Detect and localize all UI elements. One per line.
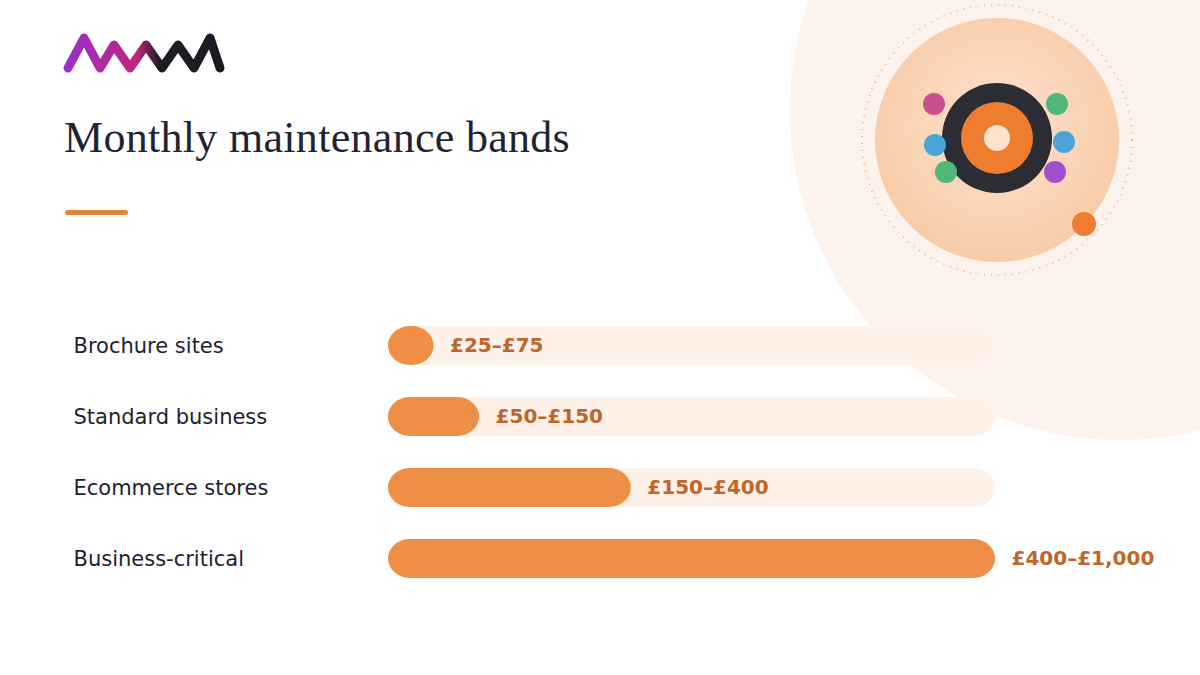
svg-text:Brochure sites: Brochure sites: [74, 334, 224, 358]
svg-text:Standard business: Standard business: [74, 405, 268, 429]
svg-text:Ecommerce stores: Ecommerce stores: [74, 476, 269, 500]
svg-text:Business-critical: Business-critical: [74, 547, 245, 571]
svg-text:£25–£75: £25–£75: [450, 333, 544, 357]
html-text:Monthly maintenance bands: Monthly maintenance bands: [64, 113, 570, 162]
svg-text:£150–£400: £150–£400: [647, 475, 768, 499]
svg-text:£50–£150: £50–£150: [496, 404, 603, 428]
svg-text:£400–£1,000: £400–£1,000: [1012, 546, 1155, 570]
